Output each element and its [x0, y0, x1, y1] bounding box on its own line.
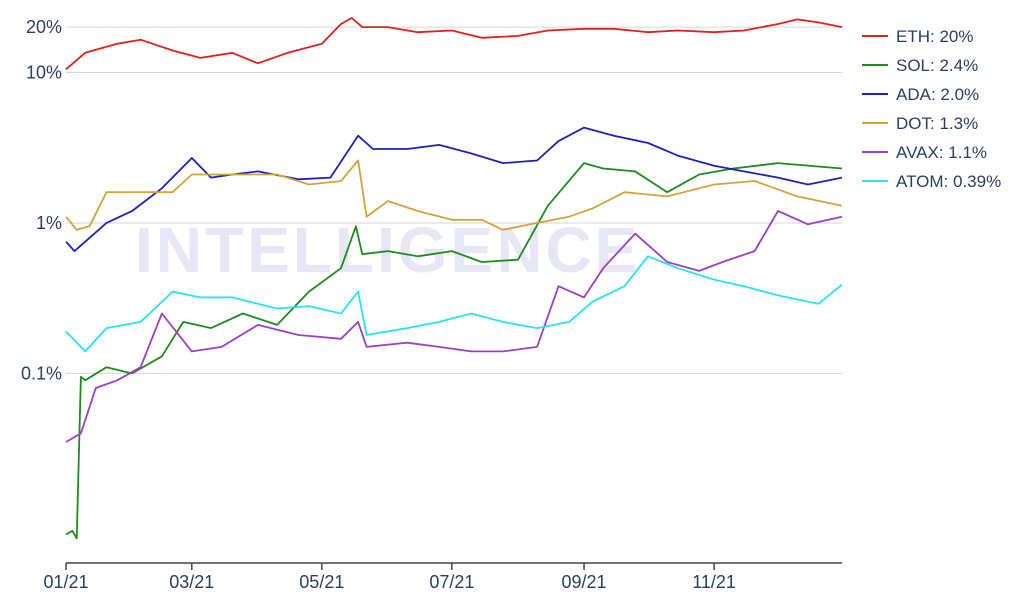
legend-item-sol[interactable]: SOL: 2.4% — [862, 56, 978, 75]
series-lines — [65, 17, 843, 540]
legend-item-atom[interactable]: ATOM: 0.39% — [862, 172, 1001, 191]
watermark-text: INTELLIGENCE — [135, 214, 640, 286]
y-tick-label: 20% — [26, 17, 62, 37]
legend-label: ETH: 20% — [896, 27, 973, 46]
legend-label: AVAX: 1.1% — [896, 143, 987, 162]
x-tick-label: 07/21 — [429, 572, 474, 592]
legend-label: SOL: 2.4% — [896, 56, 978, 75]
y-tick-label: 10% — [26, 62, 62, 82]
series-line-avax — [65, 210, 843, 443]
legend: ETH: 20% SOL: 2.4% ADA: 2.0% DOT: 1.3% AVAX:… — [862, 27, 1001, 191]
x-tick-label: 03/21 — [169, 572, 214, 592]
legend-label: ADA: 2.0% — [896, 85, 979, 104]
legend-item-dot[interactable]: DOT: 1.3% — [862, 114, 978, 133]
legend-item-eth[interactable]: ETH: 20% — [862, 27, 973, 46]
legend-item-avax[interactable]: AVAX: 1.1% — [862, 143, 987, 162]
series-line-atom — [65, 255, 843, 353]
legend-label: DOT: 1.3% — [896, 114, 978, 133]
x-tick-label: 09/21 — [562, 572, 607, 592]
series-line-eth — [65, 17, 843, 70]
series-line-dot — [65, 159, 843, 231]
x-tick-label: 11/21 — [692, 572, 736, 592]
y-tick-label: 0.1% — [21, 363, 62, 383]
y-axis: 20% 10% 1% 0.1% — [21, 17, 62, 383]
y-tick-label: 1% — [36, 213, 62, 233]
gridlines — [66, 26, 842, 374]
series-line-sol — [65, 162, 843, 540]
legend-label: ATOM: 0.39% — [896, 172, 1001, 191]
legend-item-ada[interactable]: ADA: 2.0% — [862, 85, 979, 104]
x-axis: 01/21 03/21 05/21 07/21 09/21 11/21 — [43, 562, 842, 592]
x-tick-label: 01/21 — [43, 572, 88, 592]
x-tick-label: 05/21 — [299, 572, 344, 592]
series-line-ada — [65, 126, 843, 253]
